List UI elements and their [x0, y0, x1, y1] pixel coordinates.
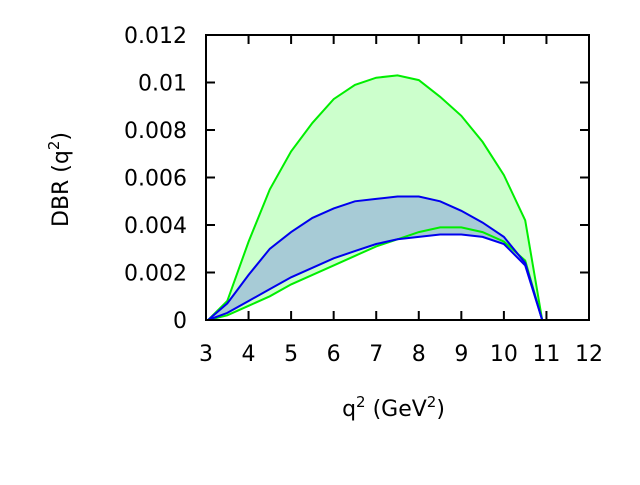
- x-tick-label: 3: [199, 342, 213, 367]
- x-tick-label: 10: [490, 342, 518, 367]
- x-tick-label: 9: [454, 342, 468, 367]
- bands-layer: [207, 74, 544, 321]
- y-axis-title-close: ): [49, 132, 74, 141]
- y-tick-label: 0.002: [124, 262, 187, 287]
- band-0-lower-line: [207, 226, 544, 321]
- y-tick-label: 0.004: [124, 214, 187, 239]
- y-axis-title-sup: 2: [45, 141, 63, 151]
- x-axis-title: q2 (GeV2): [342, 393, 445, 422]
- band-1-lower-line: [207, 233, 544, 321]
- ticks-layer: 3 4 5 6 7 8 9 10 11 12 0 0.002 0.004 0.006 0.008 0.01 0.…: [124, 24, 603, 367]
- x-tick-label: 6: [327, 342, 341, 367]
- x-axis-title-sup: 2: [356, 393, 366, 411]
- x-tick-label: 8: [412, 342, 426, 367]
- x-tick-label: 4: [242, 342, 256, 367]
- x-axis-title-unit-sup: 2: [427, 393, 437, 411]
- x-tick-label: 5: [284, 342, 298, 367]
- y-axis-title: DBR (q2): [45, 132, 74, 227]
- x-tick-label: 7: [369, 342, 383, 367]
- y-tick-label: 0: [173, 309, 187, 334]
- x-axis-title-close: ): [436, 397, 445, 422]
- y-tick-label: 0.01: [138, 72, 187, 97]
- x-axis-title-unit: (GeV: [366, 397, 427, 422]
- y-axis-title-base: DBR (q: [49, 150, 74, 227]
- x-axis-title-base: q: [342, 397, 356, 422]
- y-tick-label: 0.006: [124, 167, 187, 192]
- x-tick-label: 11: [532, 342, 560, 367]
- x-tick-label: 12: [575, 342, 603, 367]
- y-tick-label: 0.008: [124, 119, 187, 144]
- y-tick-label: 0.012: [124, 24, 187, 49]
- band-0-upper-line: [207, 74, 544, 321]
- band-1-upper-line: [207, 195, 544, 321]
